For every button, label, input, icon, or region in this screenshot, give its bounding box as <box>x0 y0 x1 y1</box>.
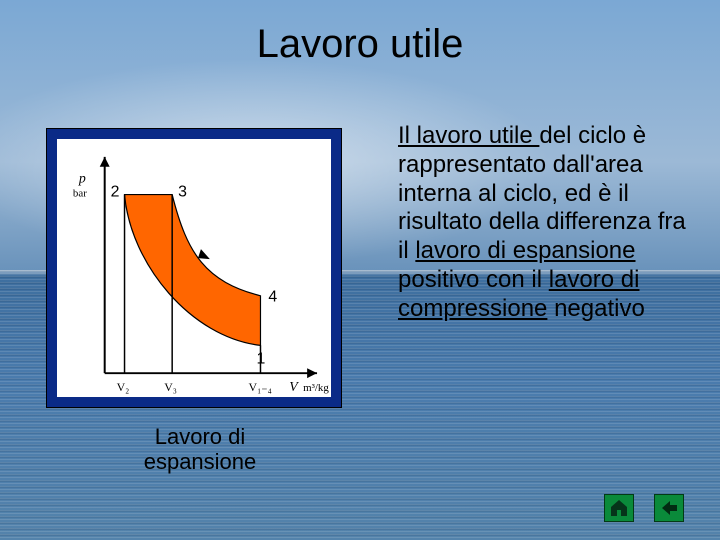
svg-text:m³/kg: m³/kg <box>303 382 329 394</box>
svg-text:bar: bar <box>73 188 87 200</box>
underline-espansione: lavoro di espansione <box>415 237 635 264</box>
slide: Lavoro utile pbar Vm³/kg 2 3 4 1 V₂ V₃ V₁₋₄ Lavo… <box>0 0 720 540</box>
svg-text:3: 3 <box>178 184 187 201</box>
pv-chart-svg: pbar Vm³/kg 2 3 4 1 V₂ V₃ V₁₋₄ <box>57 139 331 397</box>
svg-text:V: V <box>289 380 299 395</box>
nav-icons <box>604 494 684 522</box>
svg-text:V₃: V₃ <box>164 380 177 394</box>
svg-text:2: 2 <box>111 184 120 201</box>
body-t3: negativo <box>547 295 644 322</box>
page-title: Lavoro utile <box>0 22 720 67</box>
underline-lavoro-utile: Il lavoro utile <box>398 122 539 149</box>
back-arrow-icon <box>659 499 679 517</box>
back-button[interactable] <box>654 494 684 522</box>
svg-text:1: 1 <box>257 350 266 367</box>
chart-frame: pbar Vm³/kg 2 3 4 1 V₂ V₃ V₁₋₄ <box>46 128 342 408</box>
home-button[interactable] <box>604 494 634 522</box>
svg-text:V₁₋₄: V₁₋₄ <box>249 380 272 394</box>
body-t2: positivo con il <box>398 266 549 293</box>
body-text: Il lavoro utile del ciclo è rappresentat… <box>398 122 698 324</box>
svg-text:p: p <box>78 172 86 187</box>
home-icon <box>609 499 629 517</box>
chart-caption: Lavoro di espansione <box>100 424 300 475</box>
svg-text:V₂: V₂ <box>117 380 130 394</box>
pv-chart: pbar Vm³/kg 2 3 4 1 V₂ V₃ V₁₋₄ <box>57 139 331 397</box>
svg-text:4: 4 <box>268 289 277 306</box>
